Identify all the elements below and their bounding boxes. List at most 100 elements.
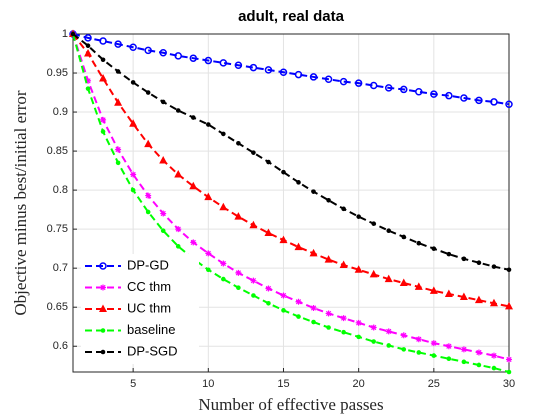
y-tick-label: 0.75 [47, 223, 68, 235]
marker [354, 265, 363, 273]
y-axis-label: Objective minus best/initial error [11, 90, 30, 316]
marker [311, 189, 316, 194]
marker [234, 61, 243, 69]
marker [416, 350, 422, 355]
marker [326, 197, 331, 203]
marker [99, 73, 108, 82]
marker [99, 262, 107, 270]
marker [416, 240, 422, 246]
marker [219, 202, 228, 211]
marker [206, 122, 211, 127]
legend-label: CC thm [127, 279, 171, 294]
series-line [72, 33, 510, 271]
marker [266, 159, 271, 165]
marker [281, 169, 286, 175]
marker [505, 100, 513, 109]
marker [114, 40, 122, 48]
marker [324, 75, 333, 84]
marker [100, 116, 107, 123]
marker [160, 99, 166, 105]
y-tick-label: 0.7 [53, 262, 68, 274]
series [69, 29, 513, 310]
marker [264, 228, 273, 237]
marker [386, 228, 392, 234]
marker [505, 301, 513, 310]
marker [115, 146, 122, 153]
marker [279, 235, 288, 244]
marker [369, 269, 378, 278]
marker [100, 349, 106, 355]
y-tick-label: 0.6 [53, 340, 68, 352]
marker [355, 319, 362, 326]
marker [506, 356, 512, 363]
marker [159, 155, 168, 164]
marker [476, 260, 482, 266]
marker [265, 285, 272, 292]
marker [145, 192, 152, 199]
marker [309, 73, 318, 81]
marker [189, 54, 198, 62]
marker [489, 298, 498, 307]
marker [130, 80, 136, 85]
marker [70, 31, 76, 37]
marker [386, 343, 392, 348]
marker [340, 315, 347, 322]
axes-box [72, 33, 510, 373]
marker [475, 349, 482, 356]
marker [130, 187, 136, 193]
marker [430, 90, 438, 98]
marker [174, 52, 182, 60]
y-tick-label: 0.9 [53, 106, 68, 118]
marker [174, 170, 183, 178]
marker [234, 212, 243, 220]
marker [356, 214, 361, 219]
legend-label: UC thm [127, 300, 171, 315]
marker [235, 269, 242, 276]
marker [446, 251, 452, 257]
marker [431, 353, 437, 358]
marker [85, 86, 91, 91]
marker [249, 63, 258, 72]
marker [460, 94, 468, 102]
x-tick-label: 20 [353, 378, 365, 390]
marker [160, 210, 167, 217]
marker [415, 336, 422, 343]
marker [221, 276, 226, 282]
marker [429, 286, 438, 294]
marker [281, 308, 286, 313]
marker [445, 343, 452, 350]
chart-title: adult, real data [238, 8, 345, 25]
marker [401, 347, 407, 352]
marker [475, 96, 483, 105]
marker [189, 181, 198, 190]
marker [206, 267, 211, 273]
marker [221, 131, 226, 137]
marker [491, 264, 497, 269]
marker [341, 206, 346, 212]
marker [444, 289, 453, 297]
marker [400, 85, 408, 94]
marker [190, 239, 197, 246]
marker [476, 362, 482, 368]
marker [130, 171, 137, 178]
marker [490, 98, 498, 106]
legend-label: baseline [127, 322, 175, 337]
marker [236, 140, 241, 146]
marker [296, 314, 301, 319]
marker [294, 70, 303, 79]
marker [115, 160, 121, 166]
marker [445, 91, 453, 100]
marker [461, 256, 467, 262]
marker [339, 260, 348, 269]
marker [325, 310, 332, 317]
marker [474, 295, 483, 304]
y-tick-label: 0.85 [47, 145, 68, 157]
marker [384, 274, 393, 283]
x-tick-label: 30 [503, 378, 515, 390]
marker [219, 59, 228, 67]
marker [99, 37, 107, 45]
x-tick-label: 15 [277, 378, 289, 390]
marker [294, 242, 303, 251]
marker [446, 356, 452, 362]
